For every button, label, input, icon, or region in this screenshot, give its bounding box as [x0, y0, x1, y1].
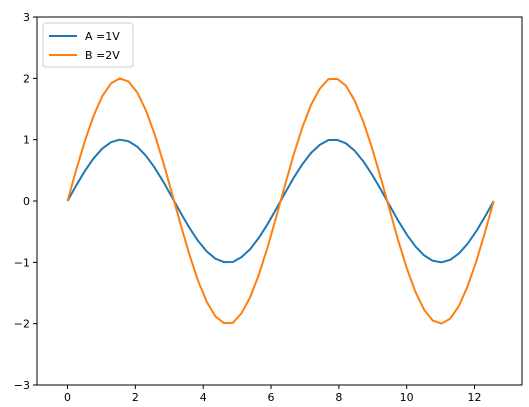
x-tick-label: 4 — [200, 391, 207, 404]
x-tick-label: 0 — [64, 391, 71, 404]
y-tick-label: −2 — [14, 318, 30, 331]
y-tick-label: 1 — [23, 134, 30, 147]
y-tick-label: −3 — [14, 379, 30, 392]
legend-label: B =2V — [85, 49, 120, 62]
legend-label: A =1V — [85, 30, 120, 43]
y-tick-label: 3 — [23, 11, 30, 24]
legend: A =1V B =2V — [42, 22, 134, 68]
x-tick-label: 2 — [132, 391, 139, 404]
y-tick-label: 0 — [23, 195, 30, 208]
series-layer — [66, 77, 495, 325]
series-line-b — [66, 77, 495, 325]
x-tick-label: 12 — [468, 391, 482, 404]
y-tick-label: 2 — [23, 72, 30, 85]
x-tick-label: 10 — [400, 391, 414, 404]
y-tick-label: −1 — [14, 256, 30, 269]
x-tick-label: 8 — [335, 391, 342, 404]
x-tick-label: 6 — [268, 391, 275, 404]
